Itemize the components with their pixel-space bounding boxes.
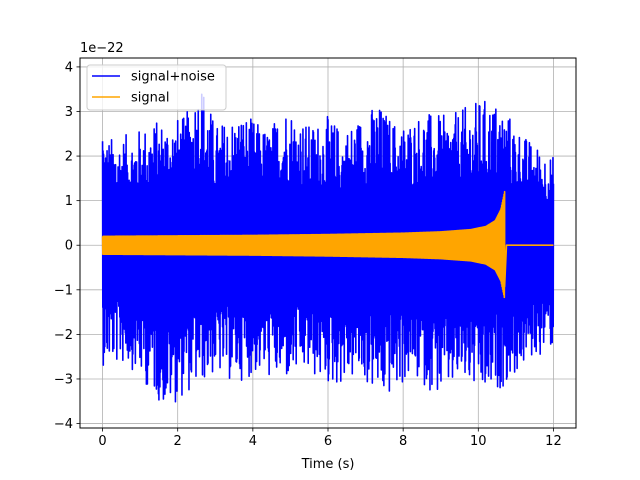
legend: signal+noise signal: [86, 64, 227, 111]
legend-box: [86, 64, 227, 111]
legend-label: signal+noise: [131, 70, 215, 85]
x-axis-label: Time (s): [301, 457, 355, 472]
x-tick-label: 6: [324, 434, 332, 449]
y-tick-label: 3: [65, 105, 73, 120]
y-tick-label: 0: [65, 239, 73, 254]
series-layer: [101, 93, 555, 403]
y-tick-label: −1: [54, 283, 73, 298]
y-tick-label: −4: [54, 417, 73, 432]
x-tick-label: 8: [399, 434, 407, 449]
x-tick-label: 0: [98, 434, 106, 449]
y-offset-label: 1e−22: [80, 41, 124, 56]
y-tick-label: 1: [65, 194, 73, 209]
x-tick-label: 4: [249, 434, 257, 449]
y-tick-label: 2: [65, 150, 73, 165]
legend-label: signal: [131, 91, 169, 106]
series-signal-noise-line: [101, 93, 555, 403]
series-signal-line: [101, 190, 554, 299]
x-tick-label: 12: [545, 434, 562, 449]
y-tick-label: −2: [54, 328, 73, 343]
y-tick-label: 4: [65, 60, 73, 75]
y-tick-label: −3: [54, 372, 73, 387]
x-tick-label: 10: [470, 434, 487, 449]
x-tick-label: 2: [174, 434, 182, 449]
